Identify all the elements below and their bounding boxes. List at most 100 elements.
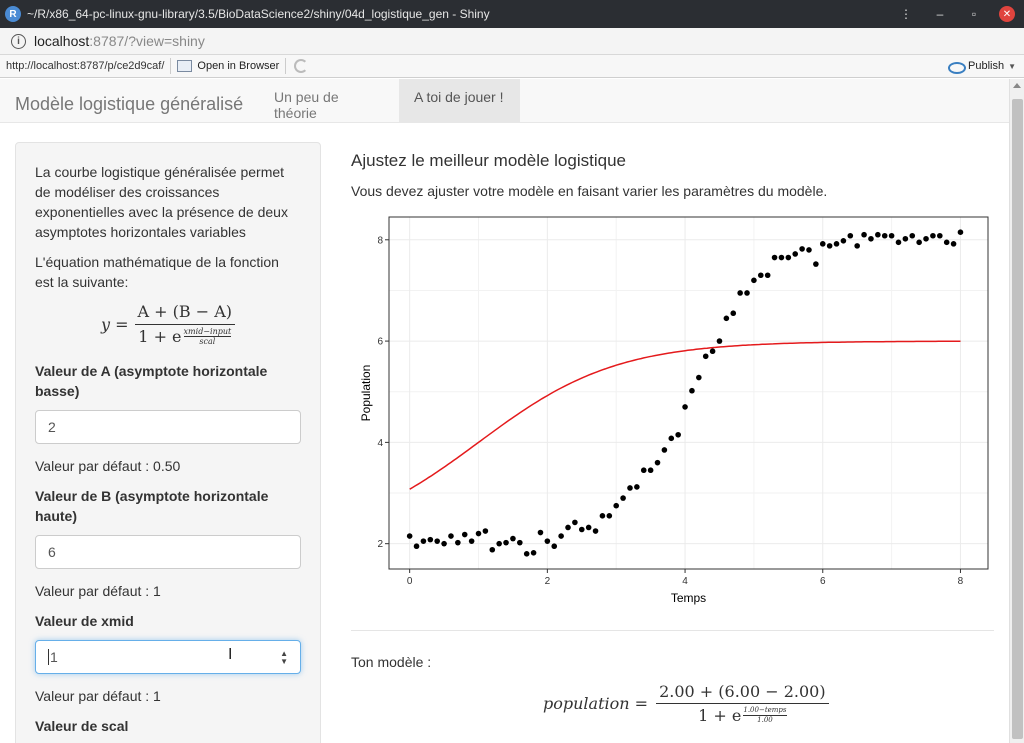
equation-intro: L'équation mathématique de la fonction e… <box>35 254 279 290</box>
data-point <box>937 232 943 239</box>
address-bar[interactable]: i localhost:8787/?view=shiny <box>0 28 1024 55</box>
tab-a-toi-de-jouer[interactable]: A toi de jouer ! <box>399 79 520 122</box>
data-point <box>881 232 888 239</box>
data-point <box>544 538 551 544</box>
close-icon[interactable]: ✕ <box>999 6 1015 22</box>
data-point <box>875 231 881 238</box>
data-point <box>861 231 867 238</box>
data-point <box>441 540 447 547</box>
menu-dots-icon[interactable]: ⋮ <box>900 7 912 21</box>
y-tick-label: 2 <box>377 539 383 550</box>
data-point <box>868 235 874 242</box>
minimize-icon[interactable]: – <box>936 7 944 21</box>
toolbar-divider <box>170 58 172 74</box>
data-point <box>909 232 916 239</box>
rstudio-app-icon: R <box>5 6 21 22</box>
x-axis-label: Temps <box>671 591 706 605</box>
data-point <box>819 241 826 247</box>
data-point <box>613 502 620 509</box>
data-point <box>606 513 613 519</box>
field-xmid-label: Valeur de xmid <box>35 613 134 629</box>
open-browser-icon[interactable] <box>177 60 193 72</box>
tab-theorie[interactable]: Un peu de théorie <box>274 89 339 121</box>
data-point <box>943 239 950 246</box>
data-point <box>461 531 468 538</box>
data-point <box>558 533 564 539</box>
data-point <box>826 243 833 249</box>
data-point <box>888 232 895 239</box>
publish-button[interactable]: Publish <box>968 60 1005 72</box>
main-panel: Ajustez le meilleur modèle logistique Vo… <box>351 142 994 725</box>
viewer-url-link[interactable]: http://localhost:8787/p/ce2d9caf/ <box>6 60 165 72</box>
data-point <box>510 535 516 542</box>
intro-text: La courbe logistique généralisée permet … <box>35 164 288 240</box>
data-point <box>661 447 668 453</box>
data-point <box>723 315 730 322</box>
field-a-label: Valeur de A (asymptote horizontale basse… <box>35 363 268 399</box>
data-point <box>413 543 420 550</box>
data-point <box>537 529 544 536</box>
data-point <box>792 251 799 257</box>
text-cursor <box>48 649 49 665</box>
data-point <box>806 247 812 253</box>
data-point <box>689 387 695 394</box>
plot-panel-border <box>388 216 989 570</box>
main-heading: Ajustez le meilleur modèle logistique <box>351 151 626 170</box>
publish-icon[interactable] <box>948 60 966 74</box>
field-b-input[interactable]: 6 <box>35 535 301 569</box>
viewer-toolbar: http://localhost:8787/p/ce2d9caf/ Open i… <box>0 55 1024 78</box>
data-point <box>448 533 454 539</box>
number-stepper[interactable]: ▲ ▼ <box>280 649 288 666</box>
data-point <box>930 232 936 239</box>
data-point <box>640 467 647 474</box>
data-point <box>957 229 964 235</box>
refresh-icon[interactable] <box>294 59 309 73</box>
app-navbar: Modèle logistique généralisé Un peu de t… <box>0 79 1009 123</box>
window-title-bar: R ~/R/x86_64-pc-linux-gnu-library/3.5/Bi… <box>0 0 1024 28</box>
data-point <box>482 528 489 534</box>
sidebar-panel: La courbe logistique généralisée permet … <box>15 142 321 743</box>
data-point <box>489 546 496 553</box>
data-point <box>854 243 860 249</box>
data-point <box>496 540 502 547</box>
data-point <box>654 459 661 466</box>
scrollbar-thumb[interactable] <box>1012 99 1023 739</box>
data-point <box>503 539 509 546</box>
data-point <box>764 272 771 279</box>
info-icon[interactable]: i <box>11 33 26 49</box>
data-point <box>585 524 592 531</box>
main-subtitle: Vous devez ajuster votre modèle en faisa… <box>351 183 828 199</box>
chevron-down-icon[interactable]: ▼ <box>1008 61 1016 71</box>
data-point <box>434 538 440 544</box>
data-point <box>916 239 922 246</box>
ibeam-cursor-icon: I <box>228 646 233 663</box>
data-point <box>572 519 578 526</box>
field-b-label: Valeur de B (asymptote horizontale haute… <box>35 488 269 524</box>
address-url[interactable]: localhost:8787/?view=shiny <box>34 33 205 49</box>
data-point <box>530 549 537 556</box>
scroll-up-icon[interactable] <box>1013 83 1021 88</box>
data-point <box>420 538 427 544</box>
field-a-input[interactable]: 2 <box>35 410 301 444</box>
data-point <box>737 290 743 296</box>
data-point <box>716 338 723 344</box>
data-point <box>427 536 434 543</box>
x-tick-label: 2 <box>545 576 551 587</box>
data-point <box>702 353 709 360</box>
section-divider <box>351 630 994 631</box>
open-in-browser-button[interactable]: Open in Browser <box>197 60 280 72</box>
field-b-default: Valeur par défaut : 1 <box>35 583 161 599</box>
maximize-icon[interactable]: ▫ <box>971 7 977 21</box>
data-point <box>847 232 854 239</box>
page-scrollbar[interactable] <box>1009 79 1024 743</box>
data-point <box>517 539 523 546</box>
data-point <box>696 374 702 381</box>
data-point <box>730 310 737 317</box>
data-point <box>468 538 475 544</box>
data-point <box>751 277 757 284</box>
field-xmid-input[interactable]: 1 I ▲ ▼ <box>35 640 301 674</box>
data-point <box>840 238 847 244</box>
field-scal-label: Valeur de scal <box>35 718 129 734</box>
x-tick-label: 0 <box>407 576 413 587</box>
data-point <box>627 485 633 491</box>
